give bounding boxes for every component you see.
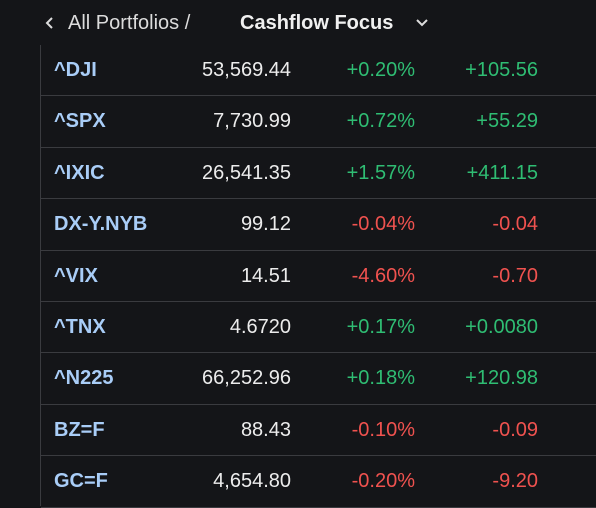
change: +120.98	[465, 367, 538, 390]
symbol: ^N225	[54, 367, 114, 390]
change-percent: +0.18%	[346, 367, 415, 390]
symbol: BZ=F	[54, 418, 105, 441]
symbol: ^IXIC	[54, 161, 105, 184]
change-percent: -0.10%	[351, 418, 415, 441]
price: 53,569.44	[202, 59, 291, 81]
price: 14.51	[240, 264, 291, 287]
breadcrumb[interactable]: All Portfolios /	[68, 12, 191, 34]
price: 7,730.99	[213, 110, 291, 133]
price: 66,252.96	[202, 367, 291, 390]
change: -0.70	[492, 264, 538, 287]
quote-row[interactable]: ^VIX 14.51 -4.60% -0.70	[41, 251, 596, 302]
change-percent: +0.72%	[346, 110, 415, 133]
quote-row[interactable]: ^N225 66,252.96 +0.18% +120.98	[41, 353, 596, 405]
symbol: DX-Y.NYB	[54, 213, 148, 236]
change-percent: -4.60%	[351, 264, 415, 287]
change: -9.20	[492, 470, 538, 493]
back-chevron[interactable]	[44, 14, 56, 32]
change-percent: +0.20%	[346, 59, 415, 81]
change-percent: -0.20%	[351, 470, 415, 493]
quote-row[interactable]: ^TNX 4.6720 +0.17% +0.0080	[41, 302, 596, 354]
portfolio-title[interactable]: Cashflow Focus	[240, 12, 394, 34]
quote-row[interactable]: GC=F 4,654.80 -0.20% -9.20	[41, 456, 596, 508]
change: -0.09	[492, 418, 538, 441]
price: 99.12	[240, 213, 291, 236]
price: 4,654.80	[213, 470, 291, 493]
change: -0.04	[492, 213, 538, 236]
price: 26,541.35	[202, 161, 291, 184]
change-percent: +0.17%	[346, 316, 415, 338]
price: 4.6720	[229, 316, 291, 338]
symbol: ^VIX	[54, 264, 98, 287]
change: +411.15	[466, 161, 538, 184]
quote-row[interactable]: ^IXIC 26,541.35 +1.57% +411.15	[41, 148, 596, 200]
symbol: ^DJI	[54, 59, 97, 81]
change: +55.29	[476, 110, 538, 133]
change: +105.56	[465, 59, 538, 81]
symbol: ^TNX	[54, 316, 106, 338]
change: +0.0080	[465, 316, 538, 338]
quote-table: ^DJI 53,569.44 +0.20% +105.56 ^SPX 7,730.99 +0…	[40, 45, 596, 508]
change-percent: -0.04%	[351, 213, 415, 236]
quote-row[interactable]: ^SPX 7,730.99 +0.72% +55.29	[41, 96, 596, 148]
symbol: ^SPX	[54, 110, 106, 133]
quote-row[interactable]: BZ=F 88.43 -0.10% -0.09	[41, 405, 596, 457]
quote-row[interactable]: ^DJI 53,569.44 +0.20% +105.56	[41, 45, 596, 97]
change-percent: +1.57%	[346, 161, 415, 184]
price: 88.43	[240, 418, 291, 441]
dropdown-chevron[interactable]	[414, 15, 430, 31]
symbol: GC=F	[54, 470, 108, 493]
quote-row[interactable]: DX-Y.NYB 99.12 -0.04% -0.04	[41, 199, 596, 251]
